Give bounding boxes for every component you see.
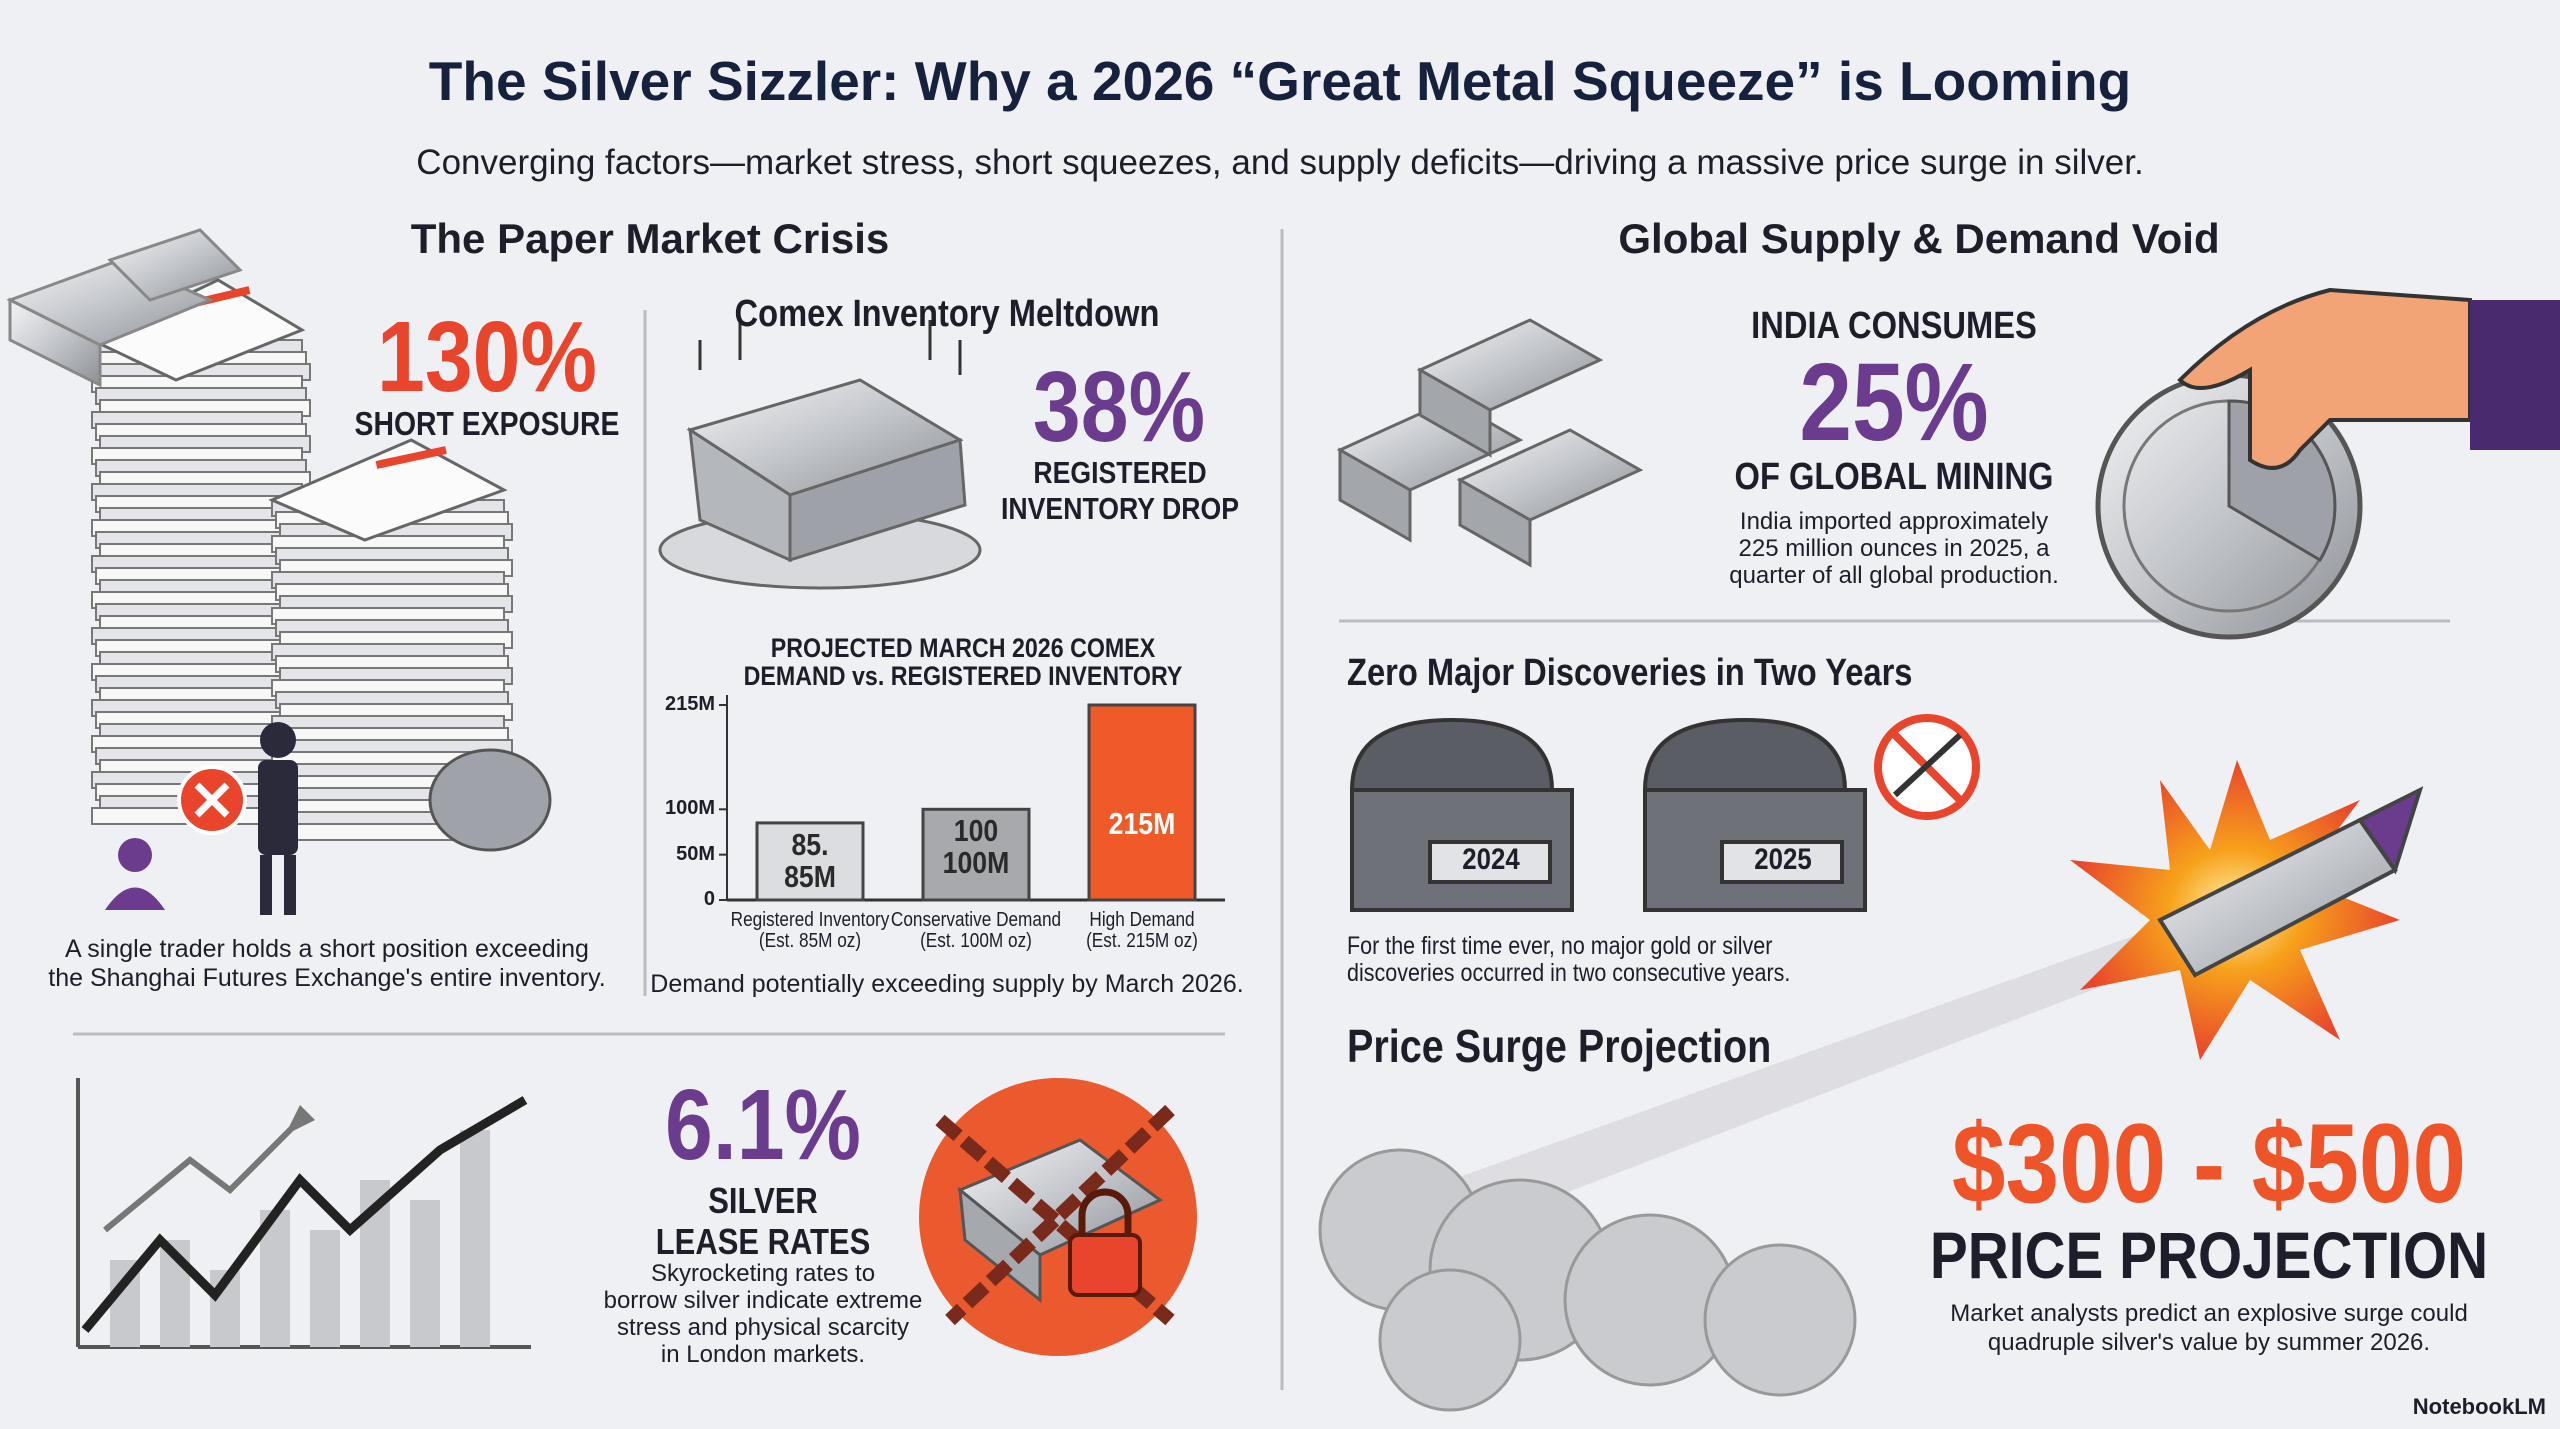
lease-lock <box>919 1078 1197 1356</box>
stat-label: PRICE PROJECTION <box>1929 1218 2489 1292</box>
melting-bar <box>658 320 982 590</box>
stat: 130% <box>377 301 597 413</box>
stat: $300 - $500 <box>1951 1101 2467 1226</box>
bar <box>921 807 1031 902</box>
stat-label: INDIA CONSUMES <box>1751 305 2037 347</box>
paper-top <box>268 438 508 542</box>
stat: 6.1% <box>664 1069 862 1181</box>
brand: NotebookLM <box>2412 1394 2546 1419</box>
subtitle: Converging factors—market stress, short … <box>416 143 2144 182</box>
silver-pile <box>1336 318 1644 568</box>
sub-heading: Comex Inventory Meltdown <box>734 293 1160 335</box>
value-label: 100 100M <box>942 813 1010 881</box>
y-tick-label: 215M <box>664 693 715 715</box>
y-tick-label: 50M <box>676 842 715 865</box>
x-tick-label: High Demand (Est. 215M oz) <box>1086 909 1198 952</box>
trend-illustration <box>76 1078 531 1349</box>
description: A single trader holds a short position e… <box>48 935 606 992</box>
title: The Silver Sizzler: Why a 2026 “Great Me… <box>428 50 2132 112</box>
chart-title: PROJECTED MARCH 2026 COMEX DEMAND vs. RE… <box>743 633 1183 691</box>
y-tick-label: 0 <box>703 888 715 910</box>
chart-caption: Demand potentially exceeding supply by M… <box>650 970 1244 998</box>
chest-label: 2025 <box>1754 843 1812 876</box>
value-label: 215M <box>1108 806 1176 841</box>
stat-label: OF GLOBAL MINING <box>1734 456 2054 498</box>
description: Market analysts predict an explosive sur… <box>1950 1300 2468 1356</box>
bar <box>1087 703 1197 902</box>
chests <box>1349 714 1980 912</box>
stat-label: SHORT EXPOSURE <box>354 405 620 442</box>
x-tick-label: Registered Inventory (Est. 85M oz) <box>730 909 890 952</box>
stat-label: REGISTERED INVENTORY DROP <box>1000 455 1240 526</box>
chest-label: 2024 <box>1462 843 1520 876</box>
stat-label: SILVER LEASE RATES <box>655 1180 871 1263</box>
rocket <box>1318 760 2424 1412</box>
section-heading: Global Supply & Demand Void <box>1618 215 2220 262</box>
description: India imported approximately 225 million… <box>1729 508 2059 589</box>
stat: 38% <box>1032 351 1206 463</box>
description: For the first time ever, no major gold o… <box>1347 932 1791 987</box>
value-label: 85. 85M <box>784 826 836 894</box>
sub-heading: Price Surge Projection <box>1347 1020 1772 1072</box>
paper-mark <box>375 446 447 469</box>
section-heading: The Paper Market Crisis <box>410 215 890 262</box>
trader <box>105 722 552 915</box>
y-tick-label: 100M <box>664 797 715 820</box>
description: Skyrocketing rates to borrow silver indi… <box>603 1260 923 1368</box>
stat: 25% <box>1799 341 1989 464</box>
silver-bars-left <box>6 228 243 388</box>
sub-heading: Zero Major Discoveries in Two Years <box>1347 652 1913 694</box>
bar <box>755 821 865 902</box>
x-tick-label: Conservative Demand (Est. 100M oz) <box>890 909 1062 952</box>
coin-hand <box>2095 287 2560 640</box>
